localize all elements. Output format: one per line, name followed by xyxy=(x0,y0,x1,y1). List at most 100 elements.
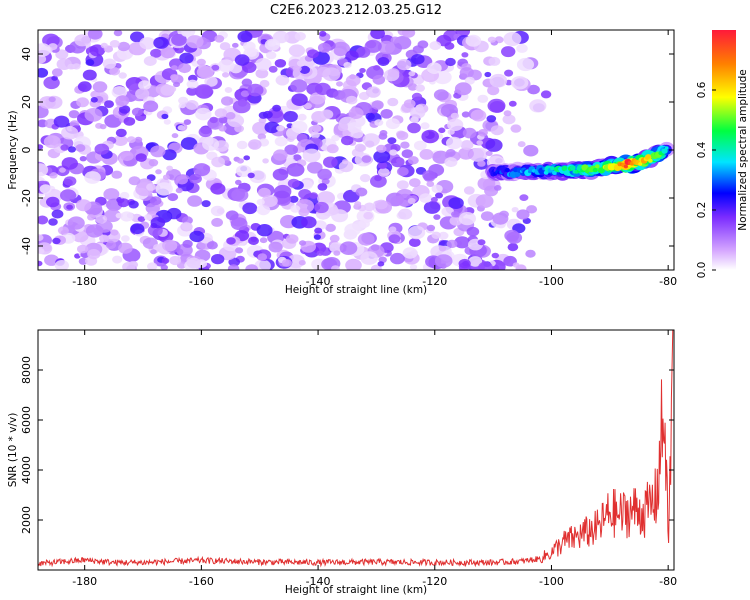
spectrogram-noise-blob xyxy=(117,41,130,52)
spectrogram-noise-blob xyxy=(113,135,128,146)
spectrogram-noise-blob xyxy=(426,62,442,74)
spectrogram-noise-blob xyxy=(198,126,213,138)
spectrogram-noise-blob xyxy=(458,212,476,226)
spectrogram-noise-blob xyxy=(149,196,162,206)
spectrogram-noise-blob xyxy=(171,65,178,71)
spectrogram-signal-mark xyxy=(550,166,555,171)
spectrogram-noise-blob xyxy=(189,230,205,243)
spectrogram-noise-blob xyxy=(75,144,86,152)
spectrogram-noise-blob xyxy=(162,174,170,180)
spectrogram-noise-blob xyxy=(446,239,458,249)
spectrogram-noise-blob xyxy=(150,249,157,255)
spectrogram-noise-blob xyxy=(161,257,170,264)
spectrogram-noise-blob xyxy=(247,172,255,179)
spectrogram-signal-mark xyxy=(648,158,653,163)
spectrogram-noise-blob xyxy=(135,153,147,162)
spectrogram-noise-blob xyxy=(310,131,320,139)
spectrogram-noise-blob xyxy=(314,82,331,95)
spectrogram-noise-blob xyxy=(319,30,327,37)
spectrogram-noise-blob xyxy=(441,206,455,217)
spectrogram-noise-blob xyxy=(38,54,47,64)
spectrogram-noise-blob xyxy=(170,74,179,81)
spectrogram-noise-blob xyxy=(268,65,278,73)
spectrogram-noise-blob xyxy=(230,217,248,231)
spectrogram-noise-blob xyxy=(257,133,266,140)
colorbar-ticks: 0.0 0.2 0.4 0.6 xyxy=(696,81,716,278)
spectrogram-noise-blob xyxy=(291,93,308,106)
spectrogram-noise-blob xyxy=(94,143,110,155)
spectrogram-noise-blob xyxy=(389,149,398,156)
spectrogram-noise-blob xyxy=(502,114,516,125)
spectrogram-noise-blob xyxy=(486,115,497,123)
spectrogram-noise-blob xyxy=(317,191,335,205)
spectrogram-noise-blob xyxy=(185,100,199,110)
spectrogram-noise-blob xyxy=(225,112,236,120)
spectrogram-noise-blob xyxy=(51,75,58,81)
spectrogram-noise-blob xyxy=(171,34,187,46)
spectrogram-noise-blob xyxy=(285,234,299,244)
spectrogram-noise-blob xyxy=(161,113,169,120)
spectrogram-noise-blob xyxy=(61,126,79,140)
spectrogram-noise-blob xyxy=(446,136,463,150)
spectrogram-noise-blob xyxy=(409,178,421,188)
spectrogram-noise-blob xyxy=(516,209,530,220)
spectrogram-noise-blob xyxy=(258,187,271,198)
spectrogram-noise-blob xyxy=(351,129,364,139)
spectrogram-noise-blob xyxy=(139,37,156,50)
spectrogram-noise-blob xyxy=(300,179,313,190)
spectrogram-noise-blob xyxy=(228,257,240,267)
spectrogram-noise-blob xyxy=(115,128,127,138)
spectrogram-noise-blob xyxy=(343,62,352,69)
spectrogram-noise-blob xyxy=(264,121,280,134)
spectrogram-x-tick-label: -100 xyxy=(539,275,564,288)
spectrogram-x-tick-label: -120 xyxy=(422,275,447,288)
spectrogram-noise-blob xyxy=(527,84,540,95)
spectrogram-noise-blob xyxy=(411,92,423,101)
spectrogram-noise-blob xyxy=(63,176,77,187)
spectrogram-noise-blob xyxy=(186,79,199,89)
spectrogram-noise-blob xyxy=(211,64,220,71)
spectrogram-noise-blob xyxy=(451,211,460,218)
spectrogram-noise-blob xyxy=(232,99,251,114)
spectrogram-noise-blob xyxy=(407,83,418,91)
spectrogram-noise-blob xyxy=(38,234,44,241)
spectrogram-noise-blob xyxy=(398,208,413,220)
spectrogram-noise-blob xyxy=(134,136,143,143)
spectrogram-noise-blob xyxy=(461,52,469,58)
spectrogram-noise-blob xyxy=(516,43,528,53)
spectrogram-noise-blob xyxy=(431,231,441,239)
snr-x-tick-label: -180 xyxy=(72,575,97,588)
spectrogram-noise-blob xyxy=(365,140,375,148)
spectrogram-y-ticks: -40 -20 0 20 40 xyxy=(20,47,674,255)
spectrogram-noise-blob xyxy=(143,214,152,221)
spectrogram-noise-blob xyxy=(466,226,480,237)
spectrogram-noise-blob xyxy=(402,247,418,259)
spectrogram-noise-blob xyxy=(420,122,430,130)
spectrogram-noise-blob xyxy=(77,244,89,254)
spectrogram-noise-blob xyxy=(434,254,453,268)
spectrogram-noise-blob xyxy=(272,104,281,112)
spectrogram-noise-blob xyxy=(433,214,441,220)
spectrogram-noise-blob xyxy=(301,216,317,229)
spectrogram-noise-blob xyxy=(292,154,302,162)
spectrogram-noise-blob xyxy=(120,211,134,222)
spectrogram-noise-blob xyxy=(264,38,281,51)
spectrogram-noise-blob xyxy=(411,54,425,65)
spectrogram-noise-blob xyxy=(365,86,381,98)
spectrogram-noise-blob xyxy=(421,129,440,144)
spectrogram-noise-blob xyxy=(214,35,225,43)
spectrogram-signal-mark xyxy=(661,148,668,154)
spectrogram-noise-blob xyxy=(66,204,73,210)
spectrogram-noise-blob xyxy=(236,140,248,150)
spectrogram-noise-blob xyxy=(387,137,397,144)
spectrogram-noise-blob xyxy=(217,59,235,73)
spectrogram-noise-blob xyxy=(196,65,214,79)
spectrogram-noise-blob xyxy=(232,42,239,48)
spectrogram-y-tick-label: 0 xyxy=(20,147,33,154)
spectrogram-noise-blob xyxy=(237,30,253,43)
spectrogram-noise-blob xyxy=(487,36,496,43)
spectrogram-noise-blob xyxy=(370,174,387,188)
spectrogram-noise-blob xyxy=(211,217,224,227)
spectrogram-noise-blob xyxy=(235,247,244,254)
